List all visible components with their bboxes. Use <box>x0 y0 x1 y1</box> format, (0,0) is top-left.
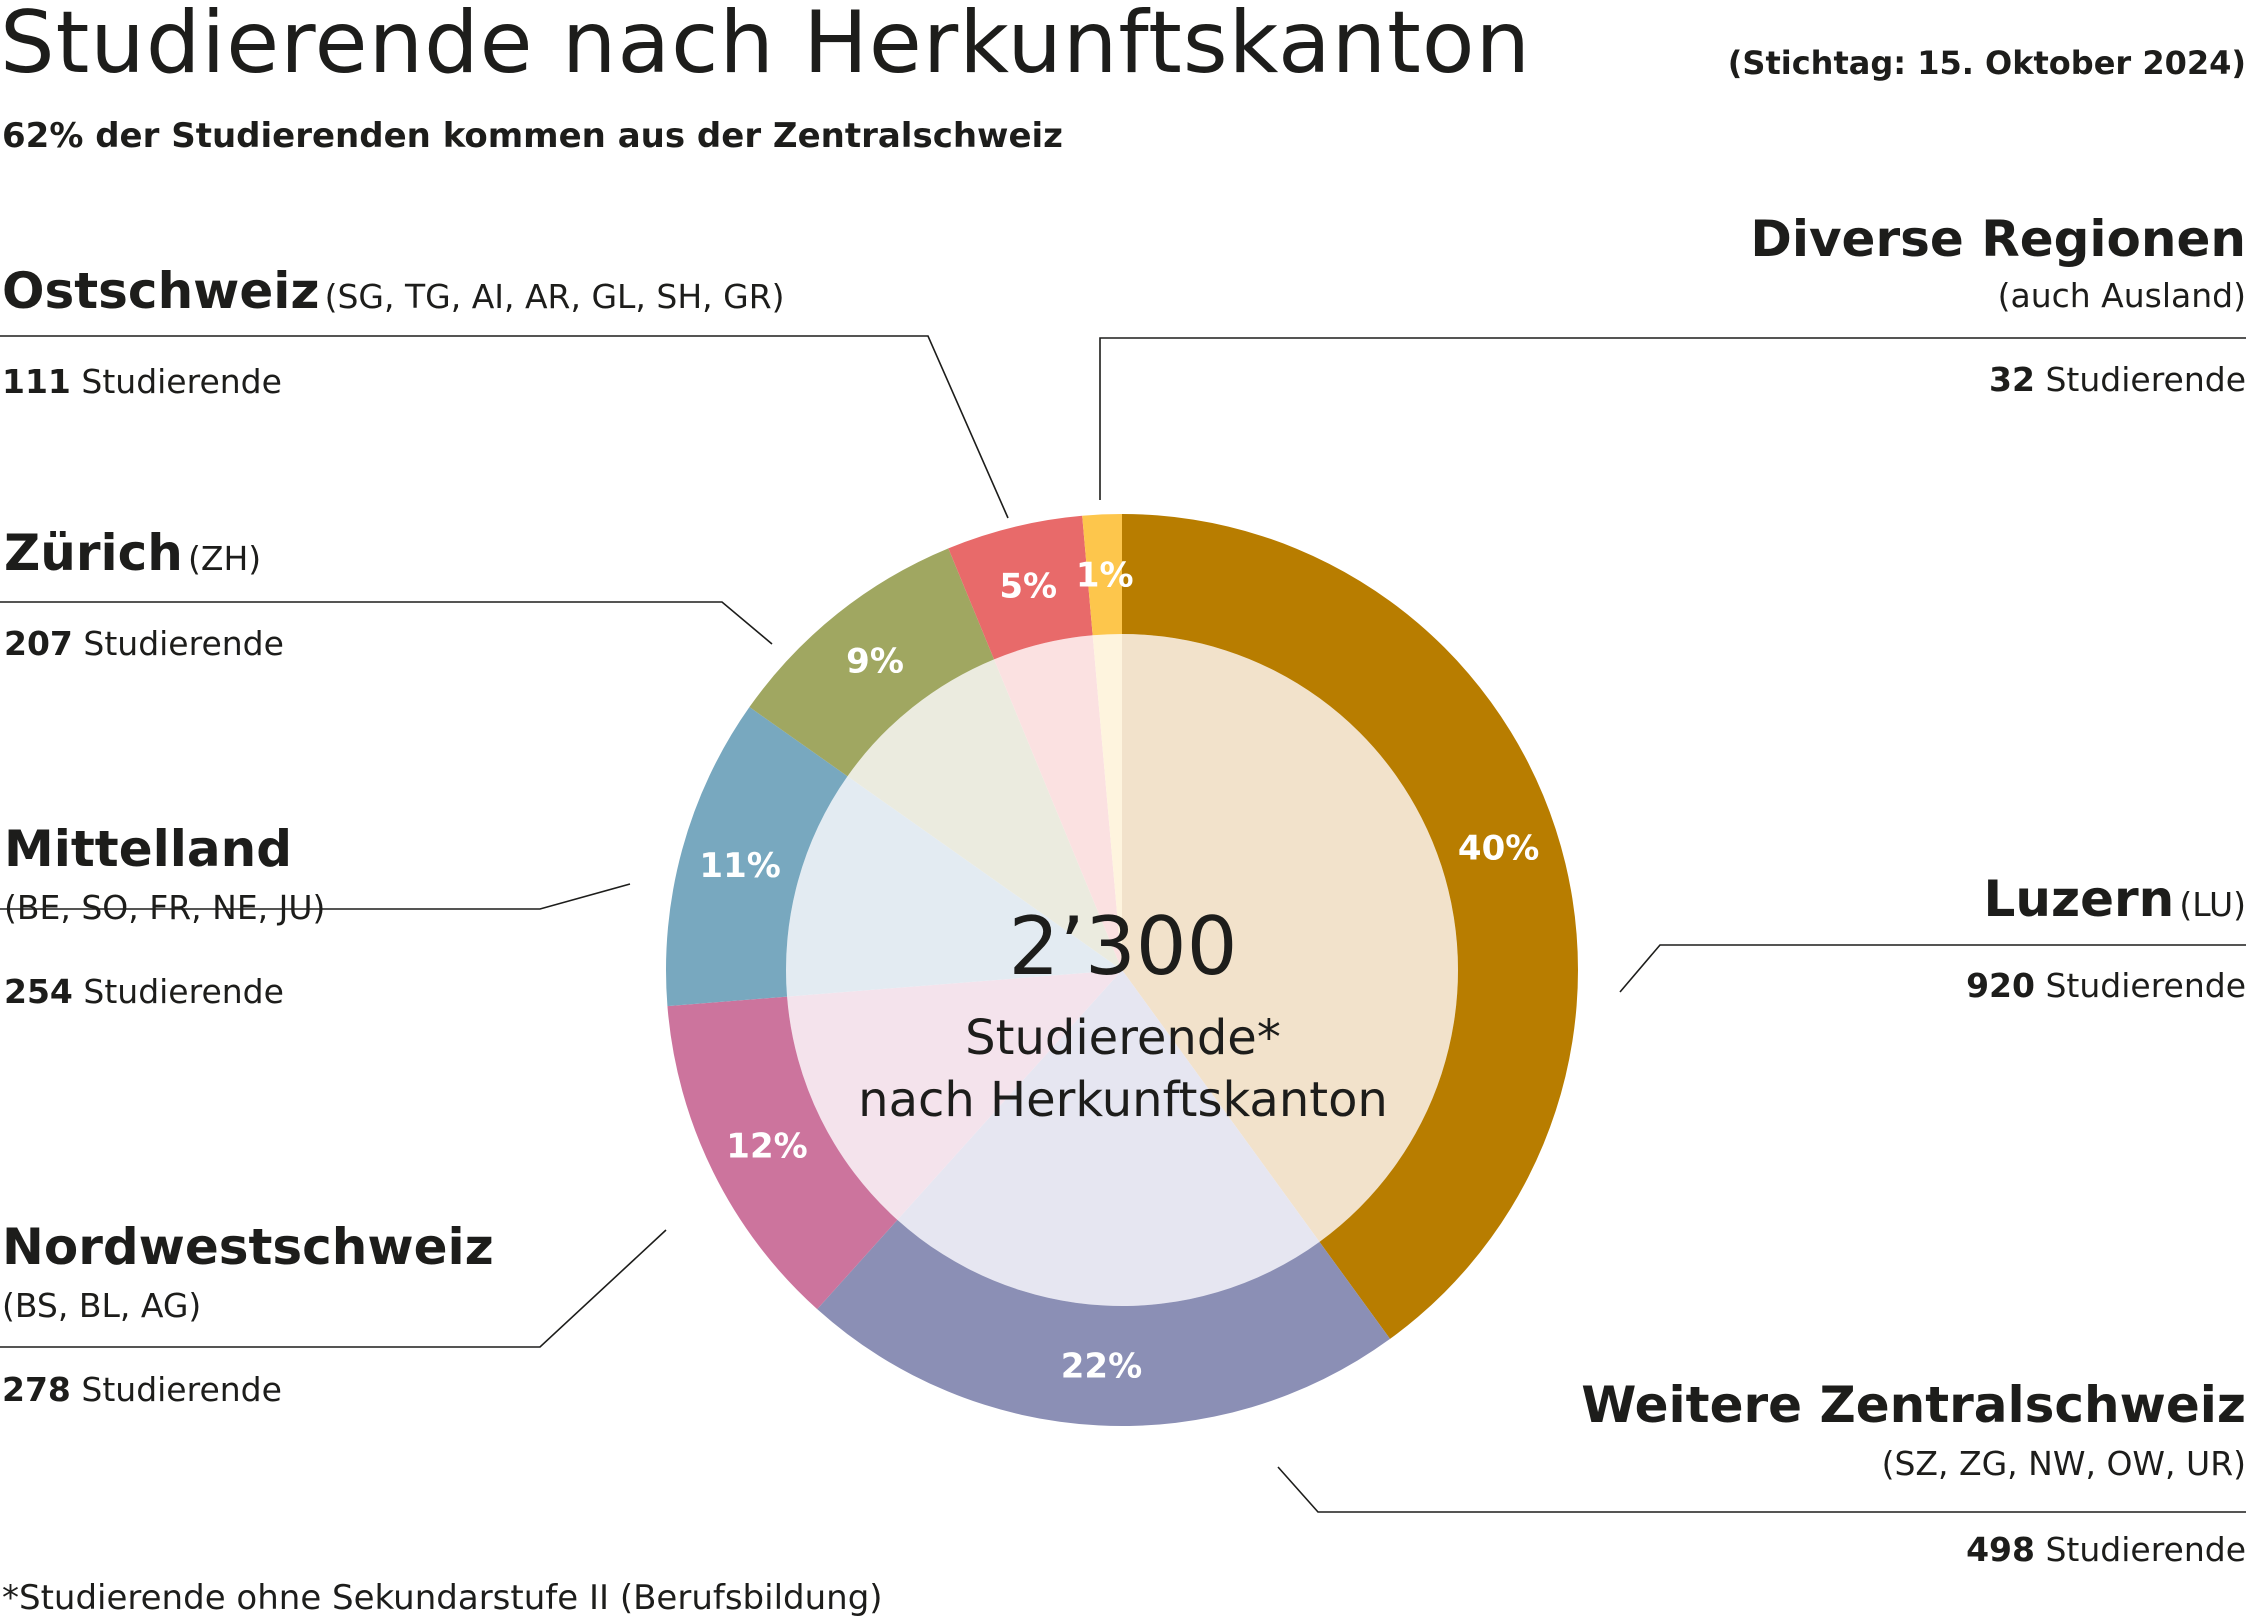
label-ostschweiz: Ostschweiz (SG, TG, AI, AR, GL, SH, GR) <box>2 262 785 320</box>
count-zuerich: 207 Studierende <box>4 624 284 663</box>
count-weitere: 498 Studierende <box>1966 1530 2246 1569</box>
label-nordwestschweiz: Nordwestschweiz <box>2 1218 494 1276</box>
pie-slice-z-rich <box>749 548 995 777</box>
total-students: 2’300 <box>1008 900 1238 993</box>
count-unit: Studierende <box>83 624 284 663</box>
leader-lines <box>0 335 2246 1513</box>
region-name: Ostschweiz <box>2 262 320 320</box>
region-name: Luzern <box>1983 870 2175 928</box>
label-luzern: Luzern (LU) <box>1984 870 2246 928</box>
reference-date: (Stichtag: 15. Oktober 2024) <box>1727 44 2246 82</box>
pie-label-z-rich: 9% <box>846 641 904 681</box>
count-diverse: 32 Studierende <box>1989 360 2246 399</box>
page-subtitle: 62% der Studierenden kommen aus der Zent… <box>2 116 1063 156</box>
pie-inner-nordwestschweiz <box>787 970 1122 1220</box>
pie-slice-mittelland <box>666 707 848 1007</box>
count-unit: Studierende <box>81 1370 282 1409</box>
count-value: 254 <box>4 972 73 1011</box>
pie-label-ostschweiz: 5% <box>999 566 1057 606</box>
pie-slice-diverse-regionen <box>1082 514 1122 636</box>
pie-label-mittelland: 11% <box>699 846 780 886</box>
region-name: Zürich <box>4 524 183 582</box>
label-mittelland: Mittelland <box>4 820 293 878</box>
leader-line-nordwestschweiz <box>0 1229 667 1348</box>
leader-line-mittelland <box>0 883 631 910</box>
codes-weitere: (SZ, ZG, NW, OW, UR) <box>1881 1444 2246 1483</box>
leader-line-ostschweiz <box>0 335 1009 519</box>
pie-inner-diverse-regionen <box>1092 634 1122 970</box>
percent-labels: 40% 22% 12% 11% 9% 5% 1% <box>699 555 1539 1386</box>
count-value: 278 <box>2 1370 71 1409</box>
page-title: Studierende nach Herkunftskanton <box>0 0 1531 93</box>
label-diverse: Diverse Regionen <box>1750 210 2246 268</box>
pie-slice-nordwestschweiz <box>667 996 898 1310</box>
pie-label-nordwestschweiz: 12% <box>726 1126 807 1166</box>
pie-slice-ostschweiz <box>948 515 1093 660</box>
count-nordwestschweiz: 278 Studierende <box>2 1370 282 1409</box>
codes-nordwestschweiz: (BS, BL, AG) <box>2 1286 202 1325</box>
count-mittelland: 254 Studierende <box>4 972 284 1011</box>
leader-line-luzern <box>1619 944 2246 993</box>
count-value: 207 <box>4 624 73 663</box>
leader-line-weitere <box>1277 1466 2246 1513</box>
pie-label-weitere-zentralschweiz: 22% <box>1061 1346 1142 1386</box>
pie-slice-weitere-zentralschweiz <box>817 1219 1391 1426</box>
count-unit: Studierende <box>2045 966 2246 1005</box>
count-unit: Studierende <box>81 362 282 401</box>
count-value: 920 <box>1966 966 2035 1005</box>
codes-mittelland: (BE, SO, FR, NE, JU) <box>4 888 326 927</box>
leader-line-diverse <box>1099 337 2246 500</box>
count-luzern: 920 Studierende <box>1966 966 2246 1005</box>
count-value: 111 <box>2 362 71 401</box>
pie-label-diverse-regionen: 1% <box>1076 555 1134 595</box>
pie-slice-luzern <box>1122 514 1578 1339</box>
label-weitere: Weitere Zentralschweiz <box>1581 1376 2246 1434</box>
count-unit: Studierende <box>2045 1530 2246 1569</box>
pie-inner-mittelland <box>786 776 1122 997</box>
region-codes: (SG, TG, AI, AR, GL, SH, GR) <box>324 277 785 316</box>
center-label-line1: Studierende* <box>965 1010 1281 1066</box>
region-codes: (ZH) <box>187 539 262 578</box>
chart-slices <box>666 514 1578 1426</box>
pie-inner-ostschweiz <box>994 635 1122 970</box>
leader-line-zuerich <box>0 601 773 645</box>
count-value: 32 <box>1989 360 2035 399</box>
pie-label-luzern: 40% <box>1458 829 1539 869</box>
codes-diverse: (auch Ausland) <box>1997 276 2246 315</box>
pie-inner-luzern <box>1122 634 1458 1242</box>
pie-inner-weitere-zentralschweiz <box>897 970 1320 1306</box>
region-codes: (LU) <box>2179 885 2246 924</box>
pie-inner-z-rich <box>847 659 1122 970</box>
footnote: *Studierende ohne Sekundarstufe II (Beru… <box>2 1578 883 1618</box>
count-unit: Studierende <box>2045 360 2246 399</box>
count-ostschweiz: 111 Studierende <box>2 362 282 401</box>
count-value: 498 <box>1966 1530 2035 1569</box>
count-unit: Studierende <box>83 972 284 1011</box>
center-label-line2: nach Herkunftskanton <box>858 1072 1388 1128</box>
label-zuerich: Zürich (ZH) <box>4 524 261 582</box>
